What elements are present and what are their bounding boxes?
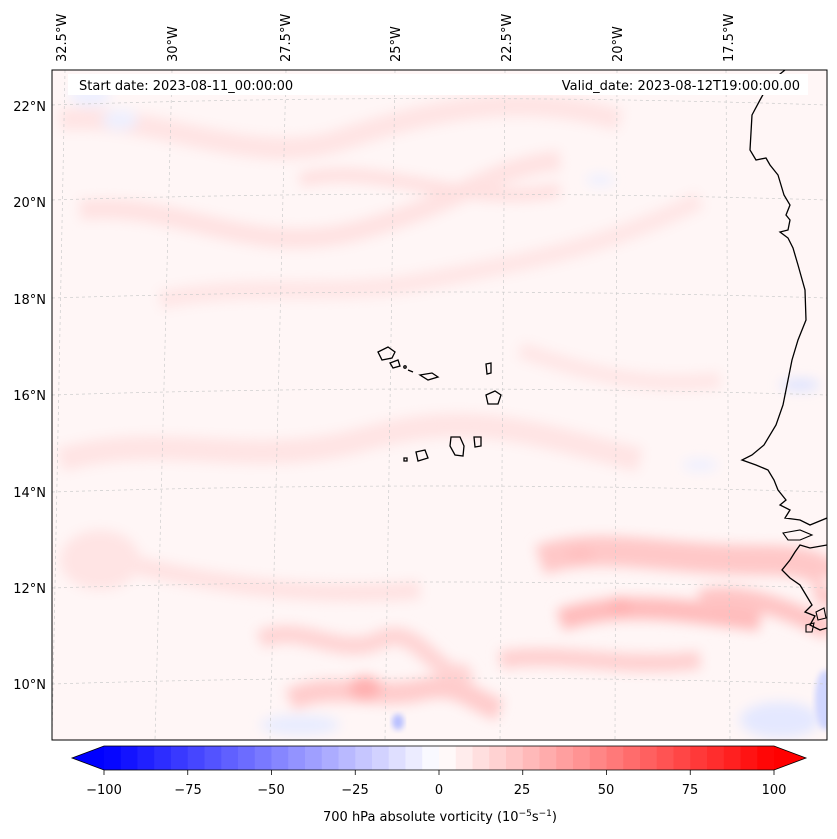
colorbar-segment xyxy=(288,746,306,770)
colorbar-segment xyxy=(372,746,390,770)
colorbar-segment xyxy=(539,746,557,770)
colorbar-segment xyxy=(472,746,490,770)
colorbar-tick-label: −25 xyxy=(341,783,368,798)
lon-label: 17.5°W xyxy=(722,14,737,62)
valid-date: Valid_date: 2023-08-12T19:00:00.00 xyxy=(562,79,800,94)
colorbar-segment xyxy=(589,746,608,770)
lon-label: 20°W xyxy=(611,26,626,62)
colorbar-segment xyxy=(656,746,675,770)
colorbar-segment xyxy=(690,746,708,770)
lat-label: 22°N xyxy=(13,100,46,115)
colorbar-segment xyxy=(489,746,507,770)
colorbar-segment xyxy=(640,746,658,770)
lat-label: 20°N xyxy=(13,196,46,211)
colorbar: −100 −75 −50 −25 0 25 50 75 100 700 hPa … xyxy=(70,745,808,825)
colorbar-segment xyxy=(623,746,641,770)
colorbar-segment xyxy=(221,746,239,770)
vorticity-shading xyxy=(56,83,827,738)
colorbar-segment xyxy=(422,746,440,770)
cape-verde-islands xyxy=(377,346,502,462)
latitude-labels: 22°N 20°N 18°N 16°N 14°N 12°N 10°N xyxy=(13,100,46,693)
colorbar-segment xyxy=(305,746,323,770)
colorbar-segment xyxy=(673,746,691,770)
colorbar-tick-label: −100 xyxy=(86,783,122,798)
colorbar-tick-label: 100 xyxy=(762,783,787,798)
colorbar-segment xyxy=(405,746,423,770)
colorbar-min-extend xyxy=(72,746,104,770)
colorbar-tick-label: 25 xyxy=(514,783,531,798)
colorbar-segment xyxy=(355,746,373,770)
colorbar-segment xyxy=(740,746,758,770)
colorbar-segment xyxy=(723,746,742,770)
colorbar-tick-label: −75 xyxy=(174,783,201,798)
map-frame xyxy=(51,69,828,741)
lat-label: 12°N xyxy=(13,582,46,597)
colorbar-segment xyxy=(757,746,775,770)
colorbar-tick-label: 0 xyxy=(435,783,443,798)
colorbar-segment xyxy=(104,746,122,770)
colorbar-segment xyxy=(321,746,340,770)
date-header-box xyxy=(68,74,808,95)
longitude-labels: 32.5°W 30°W 27.5°W 25°W 22.5°W 20°W 17.5… xyxy=(55,14,737,62)
colorbar-segment xyxy=(120,746,139,770)
lon-label: 30°W xyxy=(166,26,181,62)
colorbar-segment xyxy=(204,746,222,770)
lon-label: 27.5°W xyxy=(279,14,294,62)
colorbar-segment xyxy=(137,746,155,770)
lat-label: 10°N xyxy=(13,678,46,693)
colorbar-segment xyxy=(338,746,356,770)
colorbar-tick-label: −50 xyxy=(257,783,284,798)
colorbar-segment xyxy=(606,746,624,770)
lon-label: 32.5°W xyxy=(55,14,70,62)
lat-label: 14°N xyxy=(13,486,46,501)
colorbar-segment xyxy=(556,746,574,770)
colorbar-ticks: −100 −75 −50 −25 0 25 50 75 100 xyxy=(86,770,786,798)
africa-coastline xyxy=(740,70,827,526)
colorbar-segment xyxy=(707,746,725,770)
colorbar-segment xyxy=(154,746,172,770)
colorbar-max-extend xyxy=(774,746,806,770)
colorbar-segment xyxy=(171,746,189,770)
colorbar-segment xyxy=(187,746,206,770)
africa-coastline-south xyxy=(781,544,827,631)
lon-label: 22.5°W xyxy=(500,14,515,62)
lat-label: 16°N xyxy=(13,389,46,404)
lat-label: 18°N xyxy=(13,293,46,308)
colorbar-tick-label: 75 xyxy=(682,783,699,798)
colorbar-segment xyxy=(238,746,256,770)
vorticity-field xyxy=(52,70,827,740)
colorbar-segment xyxy=(388,746,407,770)
colorbar-tick-label: 50 xyxy=(598,783,615,798)
start-date: Start date: 2023-08-11_00:00:00 xyxy=(79,79,293,94)
lon-label: 25°W xyxy=(389,26,404,62)
colorbar-segment xyxy=(254,746,273,770)
colorbar-segment xyxy=(455,746,474,770)
graticule xyxy=(52,70,827,740)
colorbar-segments xyxy=(104,746,775,770)
colorbar-segment xyxy=(439,746,457,770)
colorbar-segment xyxy=(506,746,524,770)
colorbar-segment xyxy=(522,746,541,770)
colorbar-segment xyxy=(271,746,289,770)
colorbar-segment xyxy=(573,746,591,770)
colorbar-label: 700 hPa absolute vorticity (10−5s−1) xyxy=(323,809,557,825)
